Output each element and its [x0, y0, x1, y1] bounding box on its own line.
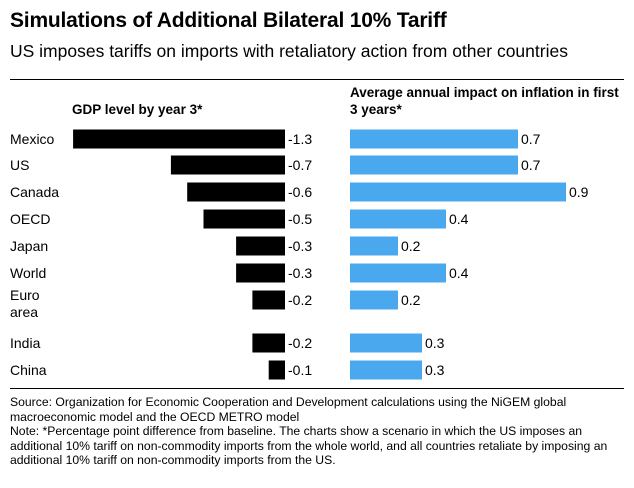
gdp-value-label-oecd: -0.5	[288, 211, 312, 227]
category-label-us: US	[10, 157, 29, 173]
footnote: Note: *Percentage point difference from …	[10, 424, 608, 467]
inflation-value-label-mexico: 0.7	[521, 131, 541, 147]
category-label-euro-area: Euro area	[10, 287, 40, 320]
gdp-panel-title: GDP level by year 3*	[72, 102, 203, 117]
gdp-bar-mexico	[73, 129, 285, 149]
gdp-value-label-japan: -0.3	[288, 238, 312, 254]
inflation-panel-title: Average annual impact on inflation in fi…	[350, 85, 619, 117]
category-label-japan: Japan	[10, 238, 48, 254]
gdp-bar-japan	[236, 236, 285, 256]
inflation-bar-oecd	[350, 209, 446, 229]
gdp-bar-china	[268, 360, 285, 380]
gdp-value-label-us: -0.7	[288, 157, 312, 173]
chart-title: Simulations of Additional Bilateral 10% …	[10, 9, 447, 32]
category-label-india: India	[10, 335, 41, 351]
inflation-value-label-india: 0.3	[425, 335, 445, 351]
gdp-value-label-world: -0.3	[288, 265, 312, 281]
source-note: Source: Organization for Economic Cooper…	[10, 395, 567, 424]
category-label-oecd: OECD	[10, 211, 50, 227]
category-label-canada: Canada	[10, 184, 59, 200]
inflation-value-label-oecd: 0.4	[449, 211, 469, 227]
gdp-bar-india	[252, 333, 285, 353]
inflation-bar-mexico	[350, 129, 518, 149]
inflation-bar-euro-area	[350, 290, 398, 310]
inflation-bar-canada	[350, 182, 566, 202]
category-label-mexico: Mexico	[10, 131, 55, 147]
gdp-value-label-india: -0.2	[288, 335, 312, 351]
inflation-bar-world	[350, 263, 446, 283]
inflation-bar-japan	[350, 236, 398, 256]
bottom-rule	[10, 388, 624, 389]
gdp-bar-euro-area	[252, 290, 285, 310]
inflation-bar-us	[350, 155, 518, 175]
inflation-bar-china	[350, 360, 422, 380]
inflation-value-label-japan: 0.2	[401, 238, 421, 254]
inflation-value-label-china: 0.3	[425, 362, 445, 378]
inflation-value-label-us: 0.7	[521, 157, 541, 173]
chart-subtitle: US imposes tariffs on imports with retal…	[10, 41, 568, 61]
inflation-value-label-euro-area: 0.2	[401, 292, 421, 308]
bar-chart: Mexico -1.3 0.7 US -0.7 0.7 Canada -0.6 0.9 OECD -…	[10, 129, 589, 380]
category-label-china: China	[10, 362, 47, 378]
gdp-bar-world	[236, 263, 285, 283]
inflation-value-label-canada: 0.9	[569, 184, 589, 200]
top-rule	[10, 79, 624, 80]
gdp-value-label-euro-area: -0.2	[288, 292, 312, 308]
gdp-value-label-mexico: -1.3	[288, 131, 312, 147]
inflation-bar-india	[350, 333, 422, 353]
gdp-bar-canada	[187, 182, 285, 202]
gdp-value-label-canada: -0.6	[288, 184, 312, 200]
gdp-bar-oecd	[203, 209, 285, 229]
chart-footer: Source: Organization for Economic Cooper…	[10, 395, 630, 468]
gdp-bar-us	[170, 155, 285, 175]
category-label-world: World	[10, 265, 46, 281]
inflation-value-label-world: 0.4	[449, 265, 469, 281]
gdp-value-label-china: -0.1	[288, 362, 312, 378]
